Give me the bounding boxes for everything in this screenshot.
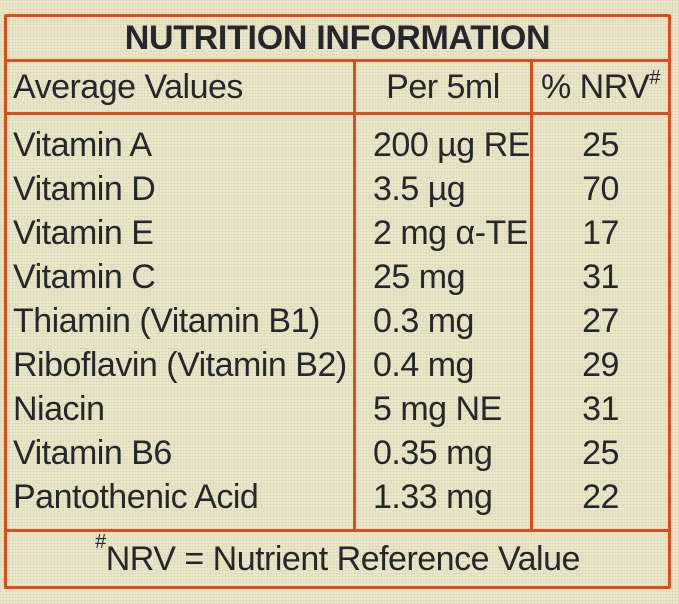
per-5ml-value-cell: 1.33 mg — [373, 478, 493, 516]
table-title: NUTRITION INFORMATION — [124, 18, 551, 57]
per-5ml-value-cell: 0.35 mg — [373, 434, 493, 472]
per-5ml-value-cell: 3.5 µg — [373, 170, 466, 208]
nrv-value-cell: 25 — [582, 434, 619, 472]
nutrient-name-cell: Vitamin A — [13, 126, 152, 164]
nutrient-name-cell: Vitamin D — [13, 170, 156, 208]
column-nrv-values: 25 70 17 31 27 29 31 25 22 — [530, 115, 668, 529]
nutrition-table: NUTRITION INFORMATION Average Values Per… — [4, 14, 671, 589]
column-header-average-values: Average Values — [13, 67, 243, 106]
nrv-value-cell: 29 — [582, 346, 619, 384]
table-body: Vitamin A Vitamin D Vitamin E Vitamin C Thia… — [7, 115, 668, 532]
nrv-value-cell: 25 — [582, 126, 619, 164]
per-5ml-value-cell: 200 µg RE — [373, 126, 530, 164]
footnote-superscript-hash: # — [95, 531, 106, 554]
column-header-per-5ml: Per 5ml — [353, 62, 530, 112]
table-header-row: Average Values Per 5ml % NRV # — [7, 62, 668, 115]
footnote-text: NRV = Nutrient Reference Value — [105, 539, 581, 578]
nutrient-name-cell: Vitamin C — [13, 258, 156, 296]
nrv-value-cell: 27 — [582, 302, 619, 340]
column-nutrient-names: Vitamin A Vitamin D Vitamin E Vitamin C Thia… — [7, 115, 353, 529]
nrv-value-cell: 31 — [582, 258, 619, 296]
column-header-nrv: % NRV # — [530, 62, 668, 112]
nutrient-name-cell: Vitamin E — [13, 214, 154, 252]
nrv-value-cell: 17 — [582, 214, 619, 252]
per-5ml-value-cell: 0.4 mg — [373, 346, 474, 384]
per-5ml-value-cell: 2 mg α-TE — [373, 214, 528, 252]
nrv-value-cell: 22 — [582, 478, 619, 516]
nutrient-name-cell: Vitamin B6 — [13, 434, 172, 472]
nrv-value-cell: 70 — [582, 170, 619, 208]
nutrient-name-cell: Riboflavin (Vitamin B2) — [13, 346, 347, 384]
per-5ml-value-cell: 25 mg — [373, 258, 466, 296]
nutrient-name-cell: Thiamin (Vitamin B1) — [13, 302, 320, 340]
nrv-header-label: % NRV — [541, 67, 650, 106]
nrv-value-cell: 31 — [582, 390, 619, 428]
nutrient-name-cell: Pantothenic Acid — [13, 478, 259, 516]
table-footnote-row: #NRV = Nutrient Reference Value — [7, 532, 668, 586]
per-5ml-value-cell: 0.3 mg — [373, 302, 474, 340]
nutrient-name-cell: Niacin — [13, 390, 105, 428]
column-per-5ml-values: 200 µg RE 3.5 µg 2 mg α-TE 25 mg 0.3 mg 0.4 m… — [353, 115, 530, 529]
table-title-row: NUTRITION INFORMATION — [7, 17, 668, 62]
per-5ml-value-cell: 5 mg NE — [373, 390, 502, 428]
footnote: #NRV = Nutrient Reference Value — [95, 532, 581, 579]
